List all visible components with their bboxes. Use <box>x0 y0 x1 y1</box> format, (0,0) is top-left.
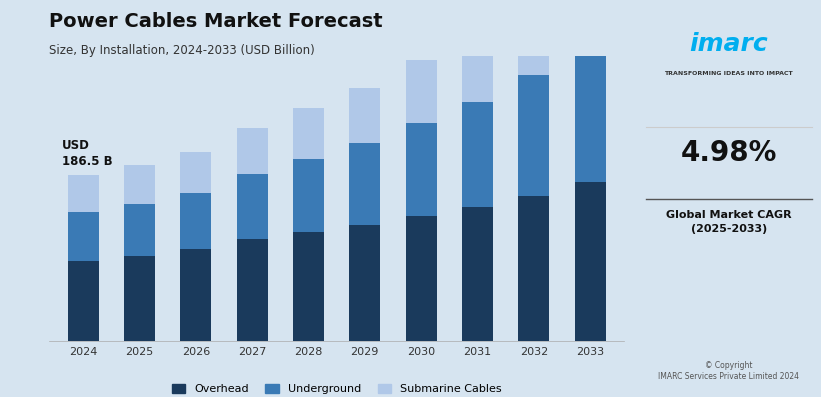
Bar <box>406 123 437 216</box>
Bar <box>67 261 99 341</box>
Text: © Copyright
IMARC Services Private Limited 2024: © Copyright IMARC Services Private Limit… <box>658 361 799 381</box>
Text: USD
186.5 B: USD 186.5 B <box>62 139 112 168</box>
Bar <box>181 249 211 341</box>
Bar <box>124 256 155 341</box>
Bar <box>181 193 211 249</box>
Bar <box>518 0 549 75</box>
Bar <box>293 232 324 341</box>
Bar <box>124 204 155 256</box>
Bar <box>518 196 549 341</box>
Text: Size, By Installation, 2024-2033 (USD Billion): Size, By Installation, 2024-2033 (USD Bi… <box>49 44 315 57</box>
Text: 4.98%: 4.98% <box>681 139 777 167</box>
Bar <box>349 225 380 341</box>
Bar <box>293 108 324 159</box>
Bar <box>181 152 211 193</box>
Text: Global Market CAGR
(2025-2033): Global Market CAGR (2025-2033) <box>666 210 791 233</box>
Bar <box>124 166 155 204</box>
Bar <box>236 174 268 239</box>
Text: TRANSFORMING IDEAS INTO IMPACT: TRANSFORMING IDEAS INTO IMPACT <box>664 71 793 77</box>
Bar <box>236 239 268 341</box>
Bar <box>518 75 549 196</box>
Bar <box>575 183 606 341</box>
Bar <box>236 128 268 174</box>
Bar <box>462 207 493 341</box>
Bar <box>349 143 380 225</box>
Bar <box>67 175 99 212</box>
Legend: Overhead, Underground, Submarine Cables: Overhead, Underground, Submarine Cables <box>167 380 506 397</box>
Text: Power Cables Market Forecast: Power Cables Market Forecast <box>49 12 383 31</box>
Bar <box>406 216 437 341</box>
Text: imarc: imarc <box>690 32 768 56</box>
Bar <box>462 33 493 102</box>
Bar <box>67 212 99 261</box>
Bar <box>293 159 324 232</box>
Bar <box>575 44 606 183</box>
Bar <box>406 60 437 123</box>
Bar <box>575 0 606 44</box>
Bar <box>349 88 380 143</box>
Bar <box>462 102 493 207</box>
